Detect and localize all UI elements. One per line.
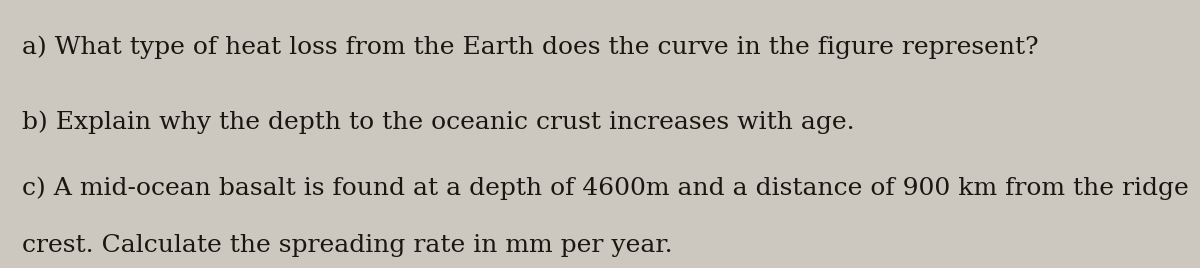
Text: c) A mid-ocean basalt is found at a depth of 4600m and a distance of 900 km from: c) A mid-ocean basalt is found at a dept…: [22, 176, 1188, 200]
Text: crest. Calculate the spreading rate in mm per year.: crest. Calculate the spreading rate in m…: [22, 234, 672, 257]
Text: b) Explain why the depth to the oceanic crust increases with age.: b) Explain why the depth to the oceanic …: [22, 110, 854, 134]
Text: a) What type of heat loss from the Earth does the curve in the figure represent?: a) What type of heat loss from the Earth…: [22, 35, 1038, 59]
